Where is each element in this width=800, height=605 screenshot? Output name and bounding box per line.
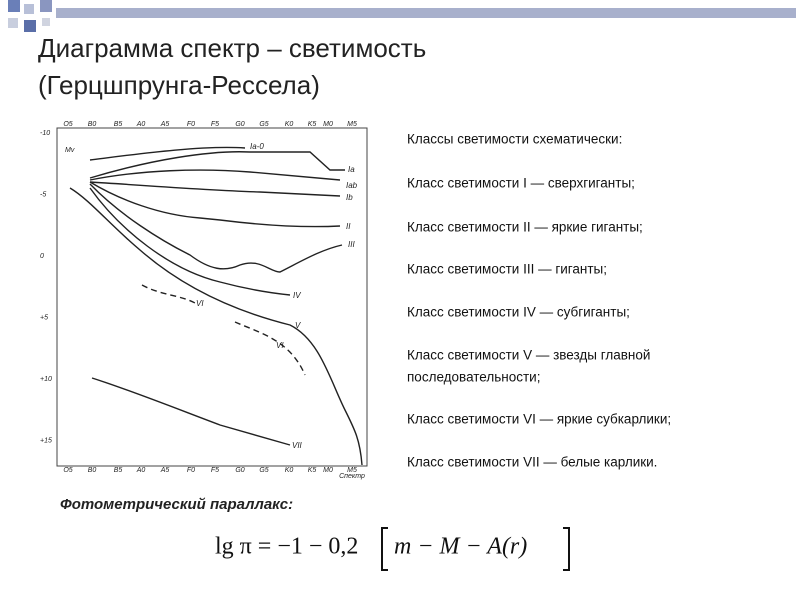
bracket (381, 527, 570, 571)
list-item: Класс светимости VI — яркие субкарлики; (407, 412, 671, 427)
curve (141, 284, 196, 304)
curve (91, 377, 291, 446)
formula-caption: Фотометрический параллакс: (60, 496, 293, 513)
x-tick-label: M0 (323, 467, 333, 474)
x-tick-label: B5 (114, 467, 123, 474)
x-tick-label: O5 (63, 121, 72, 128)
title: Диаграмма спектр – светимость (38, 33, 426, 63)
curve (89, 181, 341, 228)
x-tick-label: G5 (259, 121, 268, 128)
curve-label: Ia (348, 165, 355, 174)
x-tick-label: G5 (259, 467, 268, 474)
y-tick-label: -10 (40, 130, 50, 137)
list-item: Класс светимости V — звезды главной (407, 348, 650, 363)
y-tick-label: +5 (40, 314, 48, 321)
curve (89, 151, 345, 179)
curve (89, 146, 246, 161)
curve-label: V (295, 321, 301, 330)
x-tick-label: B0 (88, 467, 97, 474)
curve-label: IV (293, 291, 301, 300)
x-tick-label: A0 (136, 467, 146, 474)
y-tick-label: -5 (40, 191, 46, 198)
list-item: последовательности; (407, 370, 540, 385)
curve (89, 187, 291, 296)
curve (89, 169, 341, 181)
x-tick-label: K5 (308, 467, 317, 474)
title: (Герцшпрунга-Рессела) (38, 70, 320, 100)
x-tick-label: A5 (160, 467, 170, 474)
x-tick-label: F0 (187, 467, 195, 474)
x-tick-label: M5 (347, 121, 357, 128)
figure: Mv Спектр O5 O5 B0 B0 B5 B5 A0 A0 A5 A5 F0 F0 F5 F5 G0… (40, 121, 368, 480)
curve-label: VI (276, 341, 284, 350)
x-tick-label: K0 (285, 467, 294, 474)
curve-label: II (346, 222, 351, 231)
list-item: Класс светимости I — сверхгиганты; (407, 176, 635, 191)
list-item: Класс светимости II — яркие гиганты; (407, 220, 643, 235)
x-tick-label: K5 (308, 121, 317, 128)
curve-label: VII (292, 441, 303, 450)
curve-label: III (348, 240, 355, 249)
curve-label: Ia-0 (250, 142, 264, 151)
curve (69, 187, 363, 466)
list-item: Класс светимости VII — белые карлики. (407, 455, 657, 470)
x-tick-label: G0 (235, 467, 244, 474)
curve (234, 321, 306, 376)
formula-bracket: m − M − A(r) (394, 534, 527, 560)
curve (89, 183, 343, 273)
curve-label: VI (196, 299, 204, 308)
y-tick-label: +10 (40, 376, 52, 383)
x-tick-label: F5 (211, 467, 219, 474)
y-axis-label: Mv (65, 147, 75, 154)
x-tick-label: B5 (114, 121, 123, 128)
list-item: Классы светимости схематически: (407, 132, 622, 147)
list-item: Класс светимости IV — субгиганты; (407, 305, 630, 320)
x-tick-label: M0 (323, 121, 333, 128)
curve-label: Ib (346, 193, 353, 202)
x-tick-label: O5 (63, 467, 72, 474)
x-tick-label: K0 (285, 121, 294, 128)
curve-label: Iab (346, 181, 358, 190)
formula-lhs: lg π = −1 − 0,2 (215, 534, 358, 560)
formula: lg π = −1 − 0,2 m − M − A(r) (215, 527, 570, 571)
x-tick-label: B0 (88, 121, 97, 128)
decor (8, 0, 796, 32)
x-axis-label: Спектр (339, 473, 365, 480)
curve (89, 181, 341, 197)
y-tick-label: 0 (40, 253, 44, 260)
x-tick-label: M5 (347, 467, 357, 474)
x-tick-label: A5 (160, 121, 170, 128)
list-item: Класс светимости III — гиганты; (407, 262, 607, 277)
x-tick-label: F0 (187, 121, 195, 128)
x-tick-label: F5 (211, 121, 219, 128)
y-tick-label: +15 (40, 437, 52, 444)
x-tick-label: G0 (235, 121, 244, 128)
x-tick-label: A0 (136, 121, 146, 128)
